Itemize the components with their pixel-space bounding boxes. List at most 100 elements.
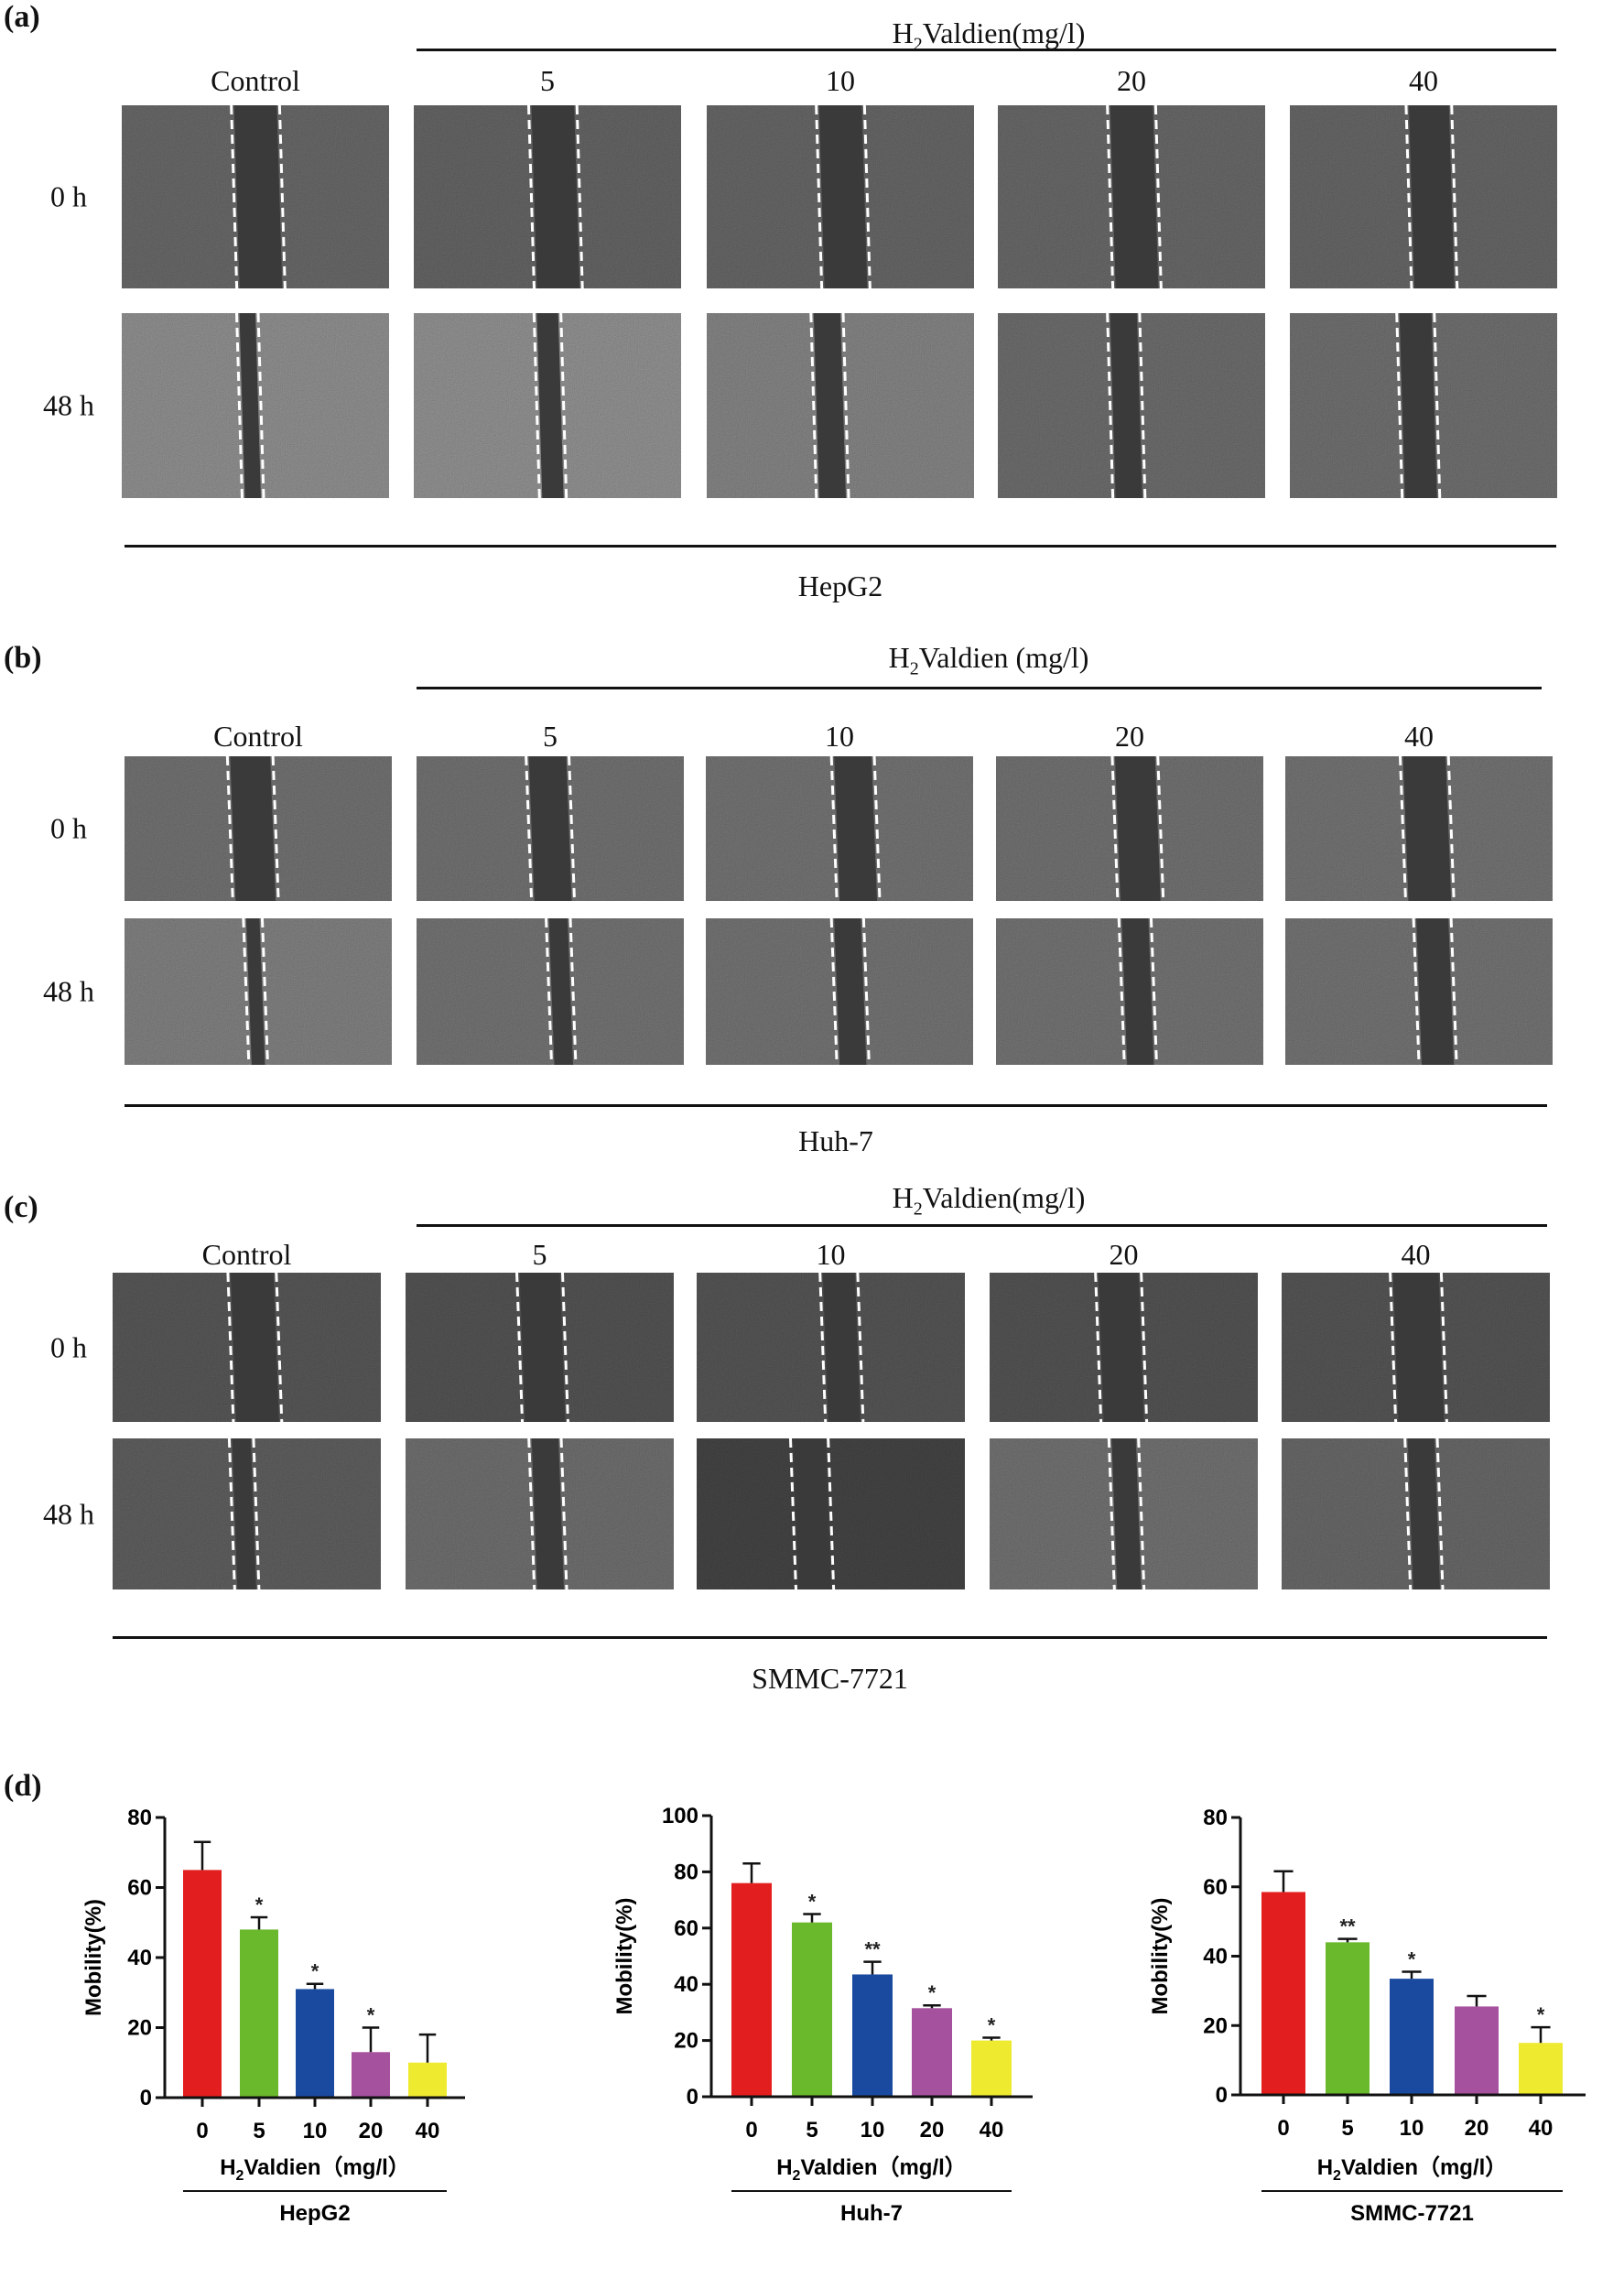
x-tick-label: 40	[1529, 2116, 1554, 2141]
row-label: 48 h	[43, 1497, 94, 1530]
scratch-gap	[1407, 1438, 1441, 1589]
bar	[1326, 1942, 1370, 2095]
wound-healing-micrograph	[1282, 1273, 1550, 1422]
y-tick-label: 0	[687, 2085, 698, 2110]
x-tick-label: 20	[359, 2119, 384, 2143]
wound-edge-dashed-line	[525, 756, 534, 901]
wound-edge-dashed-line	[856, 1273, 865, 1422]
x-axis-label-part: H	[220, 2155, 235, 2180]
wound-edge-dashed-line	[545, 918, 554, 1065]
significance-mark: *	[928, 1981, 937, 2004]
scratch-gap	[834, 756, 878, 901]
scratch-gap	[818, 105, 868, 288]
treatment-rest: Valdien(mg/l)	[922, 1181, 1086, 1214]
wound-edge-dashed-line	[829, 756, 839, 901]
significance-mark: **	[1339, 1915, 1356, 1938]
y-tick-label: 60	[674, 1916, 698, 1941]
scratch-gap	[1408, 105, 1455, 288]
y-tick-label: 0	[1216, 2083, 1228, 2108]
column-label: 5	[540, 64, 555, 97]
wound-edge-dashed-line	[1094, 1273, 1103, 1422]
scratch-gap	[232, 1438, 256, 1589]
wound-healing-micrograph	[697, 1438, 965, 1589]
row-label: 0 h	[50, 179, 87, 213]
wound-healing-micrograph	[990, 1273, 1258, 1422]
wound-edge-dashed-line	[1412, 918, 1421, 1065]
wound-edge-dashed-line	[1107, 1438, 1116, 1589]
x-tick-label: 0	[745, 2118, 757, 2143]
x-axis-label: H2Valdien（mg/l）	[776, 2155, 967, 2184]
scratch-gap	[1392, 1273, 1445, 1422]
wound-edge-dashed-line	[1140, 1273, 1149, 1422]
y-tick-label: 20	[1203, 2013, 1228, 2038]
wound-healing-micrograph	[706, 918, 973, 1065]
wound-edge-dashed-line	[809, 313, 818, 498]
wound-healing-micrograph	[998, 313, 1265, 498]
treatment-header: H2Valdien(mg/l)	[893, 1181, 1086, 1220]
wound-healing-micrograph	[125, 918, 392, 1065]
x-tick-label: 5	[806, 2118, 817, 2143]
wound-edge-dashed-line	[252, 1438, 261, 1589]
wound-edge-dashed-line	[568, 756, 577, 901]
y-tick-label: 40	[1203, 1945, 1228, 1969]
bar	[408, 2062, 447, 2098]
wound-healing-micrograph	[406, 1273, 674, 1422]
wound-edge-dashed-line	[1446, 756, 1456, 901]
significance-mark: *	[988, 2014, 996, 2037]
wound-healing-micrograph	[998, 105, 1265, 288]
treatment-rest: Valdien (mg/l)	[918, 641, 1089, 674]
wound-healing-micrograph	[707, 105, 974, 288]
wound-edge-dashed-line	[1110, 756, 1120, 901]
wound-edge-dashed-line	[256, 313, 265, 498]
wound-healing-micrograph	[414, 105, 681, 288]
scratch-gap	[793, 1438, 831, 1589]
treatment-prefix: H	[892, 1181, 914, 1214]
wound-edge-dashed-line	[1106, 313, 1115, 498]
wound-healing-micrograph	[1285, 918, 1553, 1065]
wound-edge-dashed-line	[234, 313, 244, 498]
wound-healing-micrograph	[706, 756, 973, 901]
wound-edge-dashed-line	[568, 918, 578, 1065]
panel-label: (a)	[4, 0, 40, 34]
column-label: 10	[816, 1238, 846, 1271]
scratch-gap	[1110, 313, 1142, 498]
significance-mark: *	[808, 1890, 817, 1913]
wound-edge-dashed-line	[1433, 313, 1442, 498]
y-tick-label: 80	[1203, 1806, 1228, 1830]
cell-line-label: SMMC-7721	[1350, 2201, 1474, 2226]
wound-edge-dashed-line	[275, 1273, 284, 1422]
wound-healing-micrograph	[996, 756, 1263, 901]
x-tick-label: 5	[253, 2119, 265, 2143]
row-label: 48 h	[43, 388, 94, 422]
wound-edge-dashed-line	[1137, 1438, 1146, 1589]
wound-healing-micrograph	[990, 1438, 1258, 1589]
wound-edge-dashed-line	[277, 105, 287, 288]
wound-edge-dashed-line	[1106, 105, 1115, 288]
scratch-gap	[822, 1273, 861, 1422]
wound-edge-dashed-line	[1404, 105, 1413, 288]
scratch-gap	[834, 918, 867, 1065]
treatment-prefix: H	[888, 641, 910, 674]
y-axis-label: Mobility(%)	[612, 1898, 637, 2015]
x-axis-label: H2Valdien（mg/l）	[220, 2155, 410, 2184]
bar	[792, 1922, 832, 2097]
significance-mark: *	[255, 1893, 264, 1916]
y-tick-label: 20	[674, 2029, 698, 2054]
column-label: 20	[1109, 1238, 1139, 1271]
scratch-gap	[531, 105, 580, 288]
x-axis-label-part: 2	[236, 2168, 244, 2184]
bar	[296, 1989, 334, 2098]
wound-edge-dashed-line	[861, 918, 871, 1065]
wound-edge-dashed-line	[559, 313, 568, 498]
treatment-subscript: 2	[913, 34, 923, 55]
x-axis-label-part: H	[1317, 2155, 1333, 2180]
y-tick-label: 40	[127, 1946, 152, 1970]
x-tick-label: 10	[861, 2118, 885, 2143]
wound-healing-micrograph	[1285, 756, 1553, 901]
scratch-gap	[1399, 313, 1437, 498]
wound-healing-micrograph	[417, 756, 684, 901]
wound-edge-dashed-line	[260, 918, 269, 1065]
column-label: 20	[1117, 64, 1146, 97]
treatment-subscript: 2	[909, 658, 919, 679]
scratch-gap	[531, 1438, 565, 1589]
